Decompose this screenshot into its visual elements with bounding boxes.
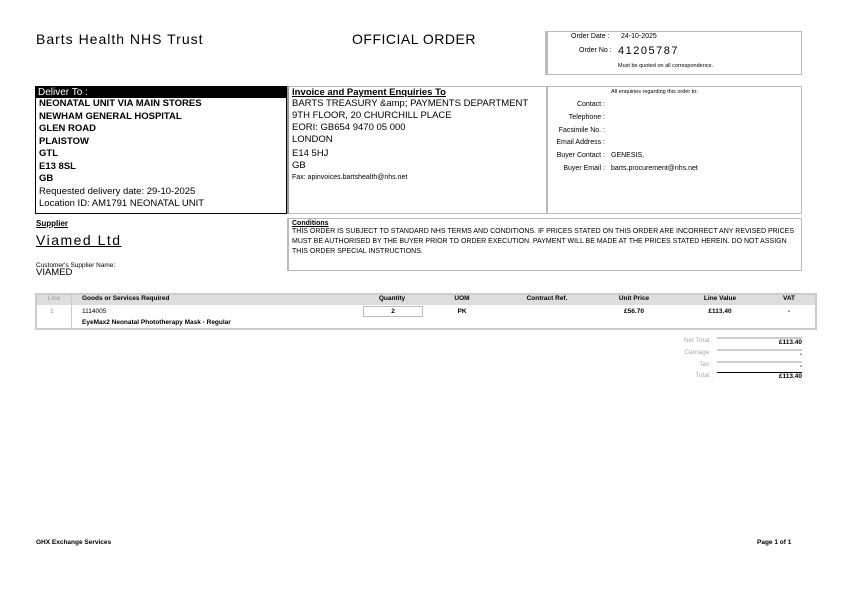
line-number: 1 <box>50 308 54 315</box>
conditions-box: Conditions THIS ORDER IS SUBJECT TO STAN… <box>287 218 802 271</box>
item-code: 1114005 <box>82 308 107 315</box>
deliver-address-line: E13 8SL <box>39 160 76 172</box>
deliver-address-line: NEONATAL UNIT VIA MAIN STORES <box>39 98 202 109</box>
supplier-heading: Supplier <box>36 219 69 228</box>
column-header-unit-price: Unit Price <box>618 295 650 302</box>
order-lines-table: Line Goods or Services Required Quantity UO… <box>35 293 817 330</box>
order-number: 41205787 <box>618 45 679 57</box>
deliver-address-line: GB <box>39 173 54 184</box>
footer-page: Page 1 of 1 <box>757 539 792 546</box>
column-header-uom: UOM <box>454 295 470 302</box>
enquiry-label-0: Contact : <box>576 101 605 108</box>
enquiry-label-4: Buyer Contact : <box>556 152 605 160</box>
total-label-2: Tax : <box>699 360 713 368</box>
column-header-line: Line <box>47 295 61 302</box>
cell-unit-price: £56.70 <box>624 308 644 315</box>
supplier-name: Viamed Ltd <box>36 232 122 248</box>
order-date-label: Order Date : <box>571 33 610 40</box>
invoice-box: Invoice and Payment Enquiries To BARTS T… <box>287 86 547 214</box>
enquiry-label-1: Telephone : <box>568 113 605 121</box>
column-header-vat: VAT <box>782 295 796 302</box>
document-title: OFFICIAL ORDER <box>352 31 476 47</box>
total-label-0: Net Total : <box>683 337 713 344</box>
order-no-label: Order No : <box>579 47 612 54</box>
deliver-to-heading: Deliver To : <box>36 87 286 98</box>
footer-left: GHX Exchange Services <box>36 539 112 546</box>
column-header-goods-or-services-required: Goods or Services Required <box>82 295 170 302</box>
customer-supplier-label: Customer's Supplier Name: <box>36 262 116 269</box>
order-date: 24-10-2025 <box>621 33 657 40</box>
item-description: EyeMax2 Neonatal Phototherapy Mask - Reg… <box>82 319 231 326</box>
order-info-box: Order Date : 24-10-2025 Order No : 41205… <box>545 31 802 75</box>
deliver-address-line: NEWHAM GENERAL HOSPITAL <box>39 110 182 122</box>
enquiries-box: All enquiries regarding this order to: C… <box>546 86 802 214</box>
cell-line-value: £113.40 <box>708 308 732 315</box>
customer-supplier-name: VIAMED <box>36 267 73 278</box>
deliver-to-box: Deliver To : NEONATAL UNIT VIA MAIN STOR… <box>35 86 287 214</box>
invoice-fax: Fax: apinvoices.bartshealth@nhs.net <box>292 174 408 181</box>
quote-note: Must be quoted on all correspondence. <box>618 63 714 69</box>
invoice-address-line: LONDON <box>292 134 333 145</box>
quantity-field: 2 <box>363 306 423 317</box>
conditions-heading: Conditions <box>292 220 798 227</box>
location-id: Location ID: AM1791 NEONATAL UNIT <box>39 198 205 209</box>
invoice-address-line: E14 5HJ <box>292 148 329 159</box>
total-value-0: £113.40 <box>717 337 802 346</box>
enquiry-label-3: Email Address : <box>556 139 605 147</box>
trust-name: Barts Health NHS Trust <box>36 31 204 47</box>
cell-vat: - <box>787 308 791 315</box>
column-header-contract-ref-: Contract Ref. <box>526 295 568 302</box>
enquiry-value-5: barts.procurement@nhs.net <box>611 165 698 172</box>
conditions-heading-text: Conditions <box>292 220 329 227</box>
enquiry-value-4: GENESIS, <box>611 152 645 160</box>
deliver-address-line: GLEN ROAD <box>39 123 96 134</box>
invoice-address-line: GB <box>292 160 306 171</box>
enquiry-label-5: Buyer Email : <box>563 165 605 172</box>
enquiry-label-2: Facsimile No. : <box>558 126 605 134</box>
total-value-3: £113.40 <box>717 372 802 380</box>
column-header-quantity: Quantity <box>378 295 406 302</box>
deliver-address-line: GTL <box>39 148 58 159</box>
invoice-address-line: 9TH FLOOR, 20 CHURCHILL PLACE <box>292 110 452 121</box>
cell-uom: PK <box>457 308 467 315</box>
enquiries-heading: All enquiries regarding this order to: <box>611 89 698 95</box>
total-label-3: Total : <box>695 372 713 380</box>
column-header-line-value: Line Value <box>703 295 737 302</box>
total-label-1: Carriage : <box>684 348 713 356</box>
conditions-text: THIS ORDER IS SUBJECT TO STANDARD NHS TE… <box>292 228 795 255</box>
total-value-2: - <box>717 360 802 370</box>
invoice-heading: Invoice and Payment Enquiries To <box>292 87 446 98</box>
invoice-address-line: EORI: GB654 9470 05 000 <box>292 122 406 133</box>
invoice-address-line: BARTS TREASURY &amp; PAYMENTS DEPARTMENT <box>292 98 529 109</box>
total-value-1: - <box>717 348 802 358</box>
deliver-address-line: PLAISTOW <box>39 135 89 147</box>
requested-delivery-date: Requested delivery date: 29-10-2025 <box>39 185 196 197</box>
